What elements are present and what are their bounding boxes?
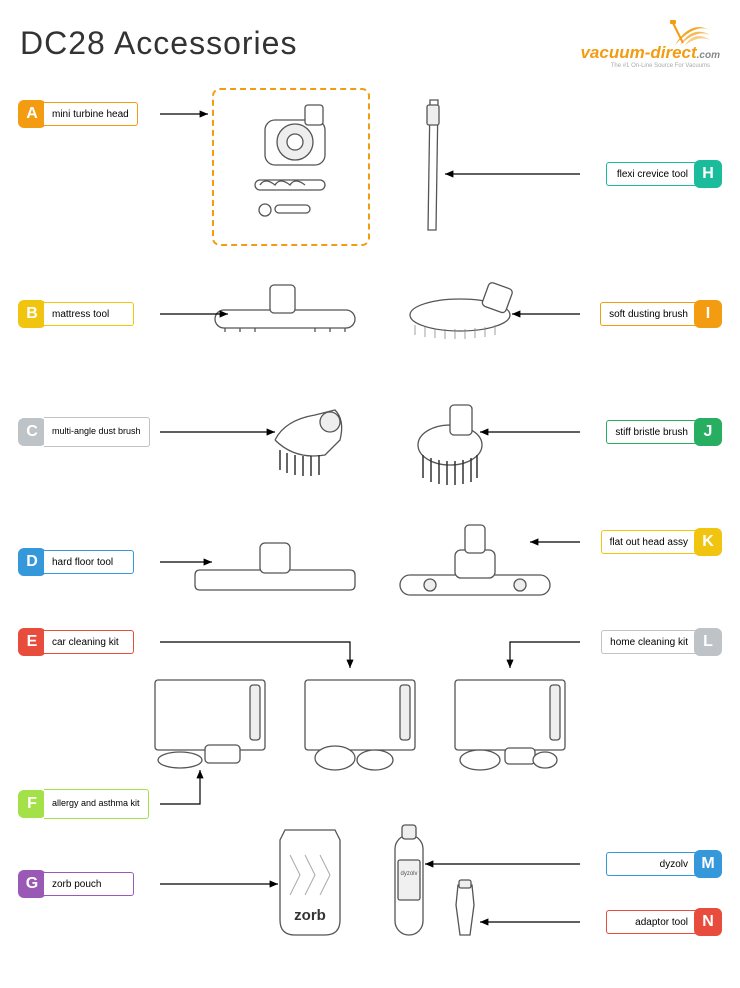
product-adaptor-tool (456, 880, 474, 935)
label-text-f: allergy and asthma kit (44, 789, 149, 819)
label-m: Mdyzolv (606, 850, 722, 878)
badge-d: D (18, 548, 46, 576)
label-text-j: stiff bristle brush (606, 420, 696, 444)
arrow-e (160, 642, 350, 668)
logo-tagline: The #1 On-Line Source For Vacuums (611, 63, 710, 69)
label-j: Jstiff bristle brush (606, 418, 722, 446)
label-text-i: soft dusting brush (600, 302, 696, 326)
badge-i: I (694, 300, 722, 328)
badge-j: J (694, 418, 722, 446)
label-text-h: flexi crevice tool (606, 162, 696, 186)
logo-text: vacuum-direct.com (580, 43, 720, 63)
brand-logo: vacuum-direct.com The #1 On-Line Source … (560, 15, 720, 75)
label-i: Isoft dusting brush (600, 300, 722, 328)
badge-f: F (18, 790, 46, 818)
label-n: Nadaptor tool (606, 908, 722, 936)
label-text-a: mini turbine head (44, 102, 138, 126)
label-text-l: home cleaning kit (601, 630, 696, 654)
badge-l: L (694, 628, 722, 656)
label-text-d: hard floor tool (44, 550, 134, 574)
label-h: Hflexi crevice tool (606, 160, 722, 188)
label-e: Ecar cleaning kit (18, 628, 134, 656)
badge-g: G (18, 870, 46, 898)
product-kits (155, 680, 565, 770)
product-zorb-pouch: zorb (280, 830, 340, 935)
badge-b: B (18, 300, 46, 328)
badge-a: A (18, 100, 46, 128)
arrow-l (510, 642, 580, 668)
label-text-n: adaptor tool (606, 910, 696, 934)
label-f: Fallergy and asthma kit (18, 790, 149, 818)
label-text-k: flat out head assy (601, 530, 696, 554)
label-text-b: mattress tool (44, 302, 134, 326)
label-b: Bmattress tool (18, 300, 134, 328)
svg-text:zorb: zorb (294, 907, 326, 924)
badge-h: H (694, 160, 722, 188)
label-d: Dhard floor tool (18, 548, 134, 576)
badge-k: K (694, 528, 722, 556)
badge-c: C (18, 418, 46, 446)
badge-m: M (694, 850, 722, 878)
page-title: DC28 Accessories (20, 25, 297, 62)
badge-n: N (694, 908, 722, 936)
highlight-box (212, 88, 370, 246)
label-text-g: zorb pouch (44, 872, 134, 896)
product-flat-out-head (400, 525, 550, 595)
label-c: Cmulti-angle dust brush (18, 418, 150, 446)
arrow-f (160, 770, 200, 804)
product-multi-angle-dust-brush (275, 410, 342, 476)
product-mattress-tool (215, 285, 355, 332)
label-a: Amini turbine head (18, 100, 138, 128)
product-flexi-crevice-tool (427, 100, 439, 230)
product-hard-floor-tool (195, 543, 355, 590)
label-l: Lhome cleaning kit (601, 628, 722, 656)
product-stiff-bristle-brush (418, 405, 482, 485)
badge-e: E (18, 628, 46, 656)
label-text-m: dyzolv (606, 852, 696, 876)
label-text-e: car cleaning kit (44, 630, 134, 654)
product-soft-dusting-brush (410, 282, 513, 339)
label-g: Gzorb pouch (18, 870, 134, 898)
product-dyzolv: dyzolv (395, 825, 423, 935)
svg-text:dyzolv: dyzolv (400, 871, 417, 877)
label-k: Kflat out head assy (601, 528, 722, 556)
label-text-c: multi-angle dust brush (44, 417, 150, 447)
